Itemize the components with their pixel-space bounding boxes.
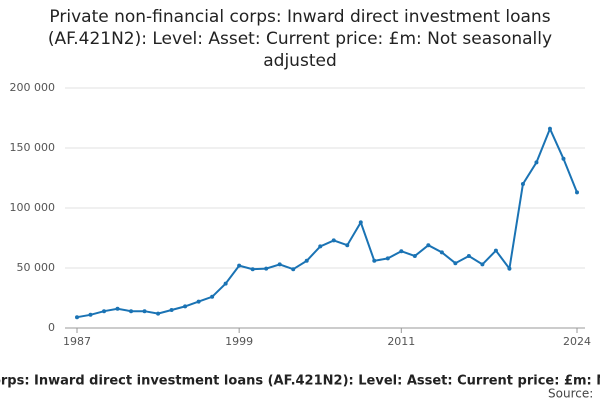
point [372,258,377,263]
y-tick-label: 0 [48,321,55,334]
y-tick-label: 50 000 [17,261,56,274]
footer-title: Private non-financial corps: Inward dire… [0,374,600,389]
point [237,263,242,268]
point [385,256,390,261]
point [399,249,404,254]
point [250,267,255,272]
point [507,266,512,271]
point [264,266,269,271]
point [291,267,296,272]
point [223,281,228,286]
point [534,160,539,165]
point [75,315,79,320]
point [561,156,566,161]
chart-title: Private non-financial corps: Inward dire… [47,7,553,71]
point [358,220,363,225]
x-tick-label: 1999 [225,335,253,348]
point [210,294,215,299]
y-tick-label: 100 000 [10,201,56,214]
point [304,258,309,263]
point [439,250,444,255]
point [575,190,579,195]
point [169,308,174,312]
source-label: Source: [548,387,593,400]
point [142,309,147,314]
point [129,309,134,314]
point [466,254,471,258]
point [102,309,107,314]
point [345,243,350,248]
point [88,312,93,317]
point [547,126,552,131]
point [318,244,323,249]
y-tick-label: 200 000 [10,81,56,94]
point [277,262,282,267]
point [426,243,431,248]
point [412,254,417,258]
point [493,248,498,253]
y-tick-label: 150 000 [10,141,56,154]
point [453,261,458,266]
point [480,262,485,267]
point [331,238,336,243]
x-tick-label: 2011 [387,335,415,348]
point [156,311,161,316]
point [520,182,525,186]
point [183,304,188,309]
x-tick-label: 1987 [63,335,91,348]
line [76,126,578,319]
x-tick-label: 2024 [563,335,591,348]
point [115,306,120,311]
point [196,299,201,304]
